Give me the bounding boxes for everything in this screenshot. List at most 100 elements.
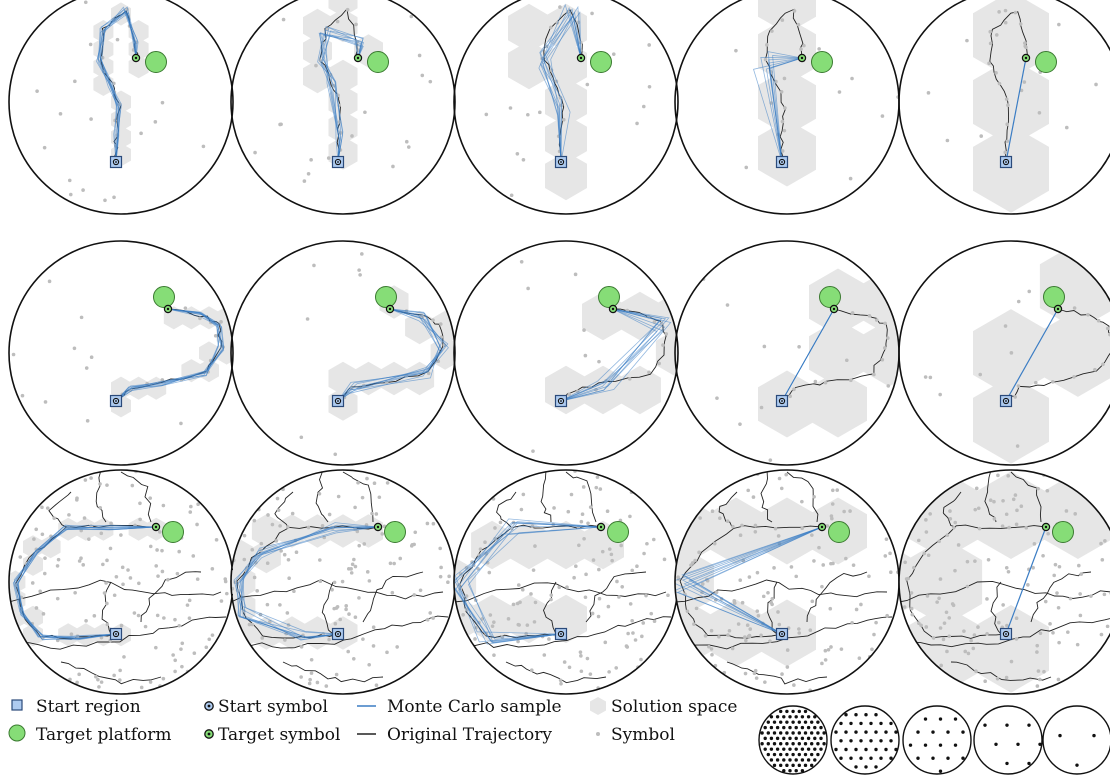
symbol-dot: [282, 552, 287, 557]
legend-target-symbol: Target symbol: [218, 725, 340, 745]
symbol-dot: [312, 263, 316, 268]
symbol-dot: [817, 47, 821, 51]
symbol-dot: [148, 496, 153, 500]
symbol-dot: [82, 516, 87, 520]
start-symbol-center: [781, 161, 783, 163]
symbol-dot: [335, 19, 340, 24]
symbol-dot: [1005, 122, 1010, 127]
density-dot: [889, 721, 893, 726]
symbol-dot: [797, 627, 801, 631]
symbol-dot: [283, 638, 287, 642]
symbol-dot: [1103, 539, 1107, 543]
symbol-dot: [770, 29, 774, 33]
symbol-dot: [358, 273, 362, 277]
target-symbol-center: [611, 307, 615, 311]
symbol-dot: [395, 645, 399, 649]
density-dot: [854, 730, 858, 734]
trajectory-line: [48, 491, 72, 528]
density-dot: [779, 709, 783, 714]
density-dot: [769, 725, 774, 730]
symbol-dot: [978, 372, 983, 377]
symbol-dot: [916, 538, 921, 543]
symbol-dot: [338, 617, 343, 622]
density-dot: [785, 731, 789, 735]
solution-hexagon: [973, 471, 1049, 559]
trajectory-line: [282, 661, 384, 683]
trajectory-line: [321, 581, 334, 635]
symbol-dot: [1072, 306, 1077, 310]
symbol-dot: [139, 131, 143, 136]
symbol-dot: [1018, 22, 1023, 26]
symbol-dot: [99, 531, 104, 536]
symbol-dot: [1038, 631, 1043, 636]
symbol-dot: [666, 593, 670, 598]
symbol-dot: [132, 611, 137, 615]
panel-trajectory-b-col-5: [898, 240, 1110, 466]
density-dot: [953, 717, 958, 721]
symbol-dot: [77, 672, 81, 677]
symbol-dot: [447, 574, 451, 579]
symbol-dot: [67, 178, 72, 183]
density-dot: [806, 715, 811, 719]
trajectory-line: [274, 491, 294, 528]
symbol-dot: [77, 559, 82, 563]
symbol-dot: [768, 639, 772, 643]
symbol-dot: [189, 504, 193, 509]
symbol-dot: [747, 575, 752, 579]
monte-carlo-line: [768, 57, 803, 163]
monte-carlo-line: [13, 526, 157, 639]
symbol-dot: [55, 596, 60, 601]
density-dot: [803, 763, 808, 768]
monte-carlo-line: [459, 526, 602, 638]
symbol-dot: [192, 651, 197, 656]
symbol-dot: [944, 610, 949, 615]
solution-hexagon: [618, 365, 661, 415]
symbol-dot: [413, 530, 418, 535]
symbol-dot: [92, 614, 97, 618]
target-symbol-center: [800, 56, 804, 60]
density-dot: [869, 756, 873, 760]
symbol-dot: [692, 622, 696, 626]
density-dot: [874, 713, 878, 717]
panel-trajectory-c-col-3: [453, 469, 679, 695]
symbol-dot: [351, 656, 356, 661]
symbol-dot: [213, 333, 218, 338]
solution-hexagon: [973, 58, 1049, 146]
symbol-dot: [615, 579, 619, 584]
solution-hexagon: [328, 0, 358, 17]
symbol-dot: [788, 394, 792, 399]
symbol-dot: [888, 570, 893, 574]
symbol-dot: [84, 618, 88, 623]
symbol-dot: [173, 658, 178, 663]
symbol-dot: [114, 574, 119, 579]
symbol-dot: [792, 683, 796, 687]
symbol-dot: [1006, 569, 1011, 574]
symbol-dot: [1055, 591, 1059, 595]
symbol-dot: [755, 609, 760, 613]
symbol-dot: [532, 620, 537, 624]
symbol-dot: [139, 685, 144, 690]
density-example-low: [973, 705, 1043, 775]
symbol-dot: [353, 615, 358, 620]
symbol-dot: [425, 617, 430, 622]
density-dot: [874, 730, 878, 734]
trajectory-line: [101, 581, 112, 635]
symbol-dot: [247, 622, 252, 627]
start-symbol-center: [115, 161, 117, 163]
density-dot: [763, 736, 767, 741]
symbol-dot: [594, 485, 599, 490]
start-region-legend-icon: [11, 699, 23, 711]
symbol-dot: [664, 332, 669, 336]
symbol-dot: [710, 652, 714, 657]
symbol-dot: [333, 452, 338, 457]
target-symbol-center: [1056, 307, 1060, 311]
symbol-dot: [582, 328, 586, 332]
density-dot: [797, 742, 801, 746]
symbol-dot: [278, 524, 282, 528]
symbol-dot: [973, 559, 977, 563]
symbol-dot: [938, 392, 942, 397]
symbol-dot: [195, 522, 199, 527]
symbol-dot: [1014, 616, 1019, 620]
density-dot: [813, 736, 817, 741]
symbol-dot: [768, 458, 773, 462]
